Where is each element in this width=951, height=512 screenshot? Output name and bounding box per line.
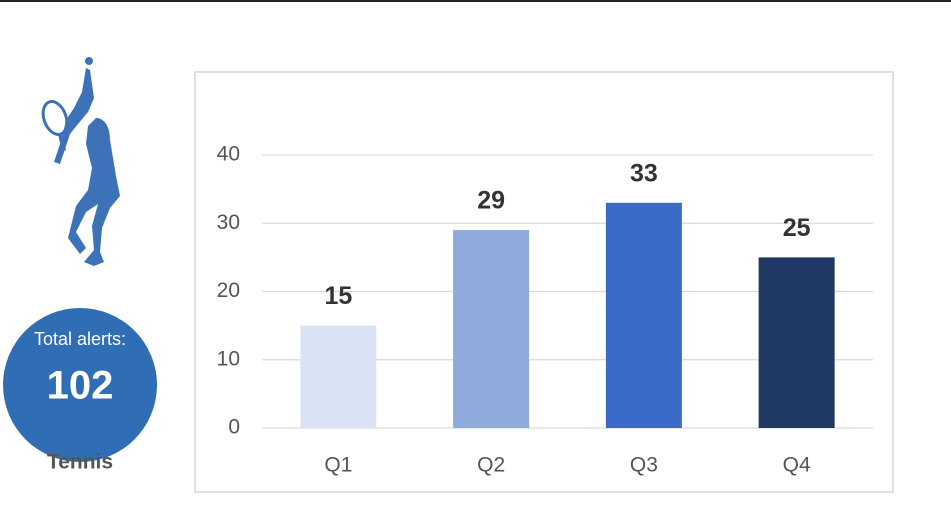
total-value: 102 (47, 364, 114, 408)
value-label: 15 (324, 282, 352, 310)
top-border (0, 0, 951, 2)
total-label: Total alerts: (34, 329, 126, 349)
x-tick-label: Q1 (324, 454, 352, 477)
sidebar: Total alerts: 102 Tennis (3, 57, 157, 474)
value-label: 25 (783, 214, 811, 242)
x-tick-label: Q3 (630, 454, 658, 477)
y-tick-label: 30 (217, 211, 240, 234)
total-circle (3, 308, 157, 462)
y-tick-label: 40 (217, 143, 240, 166)
y-tick-label: 0 (228, 416, 240, 439)
tennis-icon (41, 57, 120, 266)
bar (605, 202, 682, 428)
bar (758, 257, 835, 428)
y-tick-label: 20 (217, 279, 240, 302)
y-tick-label: 10 (217, 347, 240, 370)
x-tick-label: Q4 (783, 454, 811, 477)
value-label: 29 (477, 187, 505, 215)
value-label: 33 (630, 159, 658, 187)
x-tick-label: Q2 (477, 454, 505, 477)
bar (453, 230, 530, 428)
chart: 0 10 20 30 40 Q1 15 Q2 29 Q3 33 Q4 25 (194, 71, 894, 493)
bar (300, 325, 377, 428)
sport-label: Tennis (47, 451, 113, 474)
